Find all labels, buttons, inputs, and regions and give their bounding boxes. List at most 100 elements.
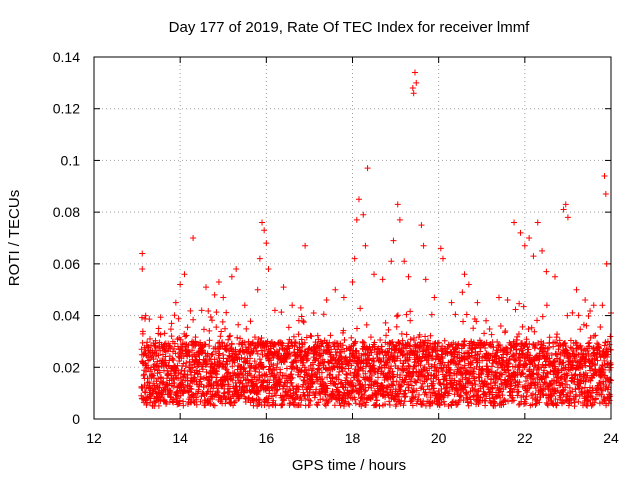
data-point [543,374,550,381]
data-point [366,360,373,367]
data-point [290,401,297,408]
data-point [423,391,430,398]
data-point [303,369,310,376]
data-point [510,397,517,404]
x-tick-label: 24 [603,430,619,446]
data-point [295,386,302,393]
data-point [256,356,263,363]
data-point [323,382,330,389]
data-point [156,369,163,376]
data-point [413,387,420,394]
data-point [390,354,397,361]
data-point [211,291,218,298]
data-point [150,356,157,363]
data-point [523,336,530,343]
data-point [141,381,148,388]
data-point [522,400,529,407]
data-point [447,372,454,379]
data-point [435,368,442,375]
data-point [151,382,158,389]
data-point [606,391,613,398]
data-point [540,340,547,347]
data-point [570,362,577,369]
data-point [568,399,575,406]
data-point [355,196,362,203]
data-point [344,371,351,378]
data-point [482,402,489,409]
data-point [266,357,273,364]
data-point [171,345,178,352]
data-point [292,339,299,346]
data-point [429,355,436,362]
data-point [327,371,334,378]
data-point [534,317,541,324]
data-point [162,359,169,366]
data-point [515,401,522,408]
data-point [238,392,245,399]
data-point [383,332,390,339]
data-point [339,342,346,349]
data-point [588,393,595,400]
data-point [175,315,182,322]
data-point [417,385,424,392]
data-point [532,385,539,392]
data-point [341,337,348,344]
data-point [139,339,146,346]
data-point [513,346,520,353]
data-point [428,311,435,318]
data-point [468,400,475,407]
data-point [456,349,463,356]
data-point [293,359,300,366]
data-point [544,401,551,408]
data-point [155,389,162,396]
data-point [476,355,483,362]
data-point [232,346,239,353]
data-point [365,355,372,362]
data-point [585,313,592,320]
data-point [441,401,448,408]
data-point [521,242,528,249]
data-point [258,335,265,342]
data-point [590,302,597,309]
data-point [386,369,393,376]
data-point [221,325,228,332]
data-point [417,377,424,384]
data-point [196,368,203,375]
data-point [308,333,315,340]
data-point [206,337,213,344]
data-point [431,385,438,392]
data-point [340,327,347,334]
data-point [589,385,596,392]
data-point [266,379,273,386]
data-point [523,393,530,400]
data-point [238,370,245,377]
data-point [497,322,504,329]
data-point [604,354,611,361]
data-point [393,393,400,400]
data-point [223,309,230,316]
data-point [353,216,360,223]
data-point [474,359,481,366]
data-point [569,309,576,316]
data-point [157,314,164,321]
data-point [260,364,267,371]
data-point [291,396,298,403]
data-point [155,325,162,332]
data-point [302,242,309,249]
data-point [307,398,314,405]
data-point [378,358,385,365]
data-point [486,325,493,332]
data-point [380,385,387,392]
data-point [306,392,313,399]
data-point [383,375,390,382]
data-point [435,339,442,346]
data-point [531,382,538,389]
data-point [138,383,145,390]
data-point [182,363,189,370]
data-point [459,376,466,383]
data-point [583,402,590,409]
data-point [577,326,584,333]
data-point [516,367,523,374]
data-point [197,398,204,405]
data-point [366,352,373,359]
